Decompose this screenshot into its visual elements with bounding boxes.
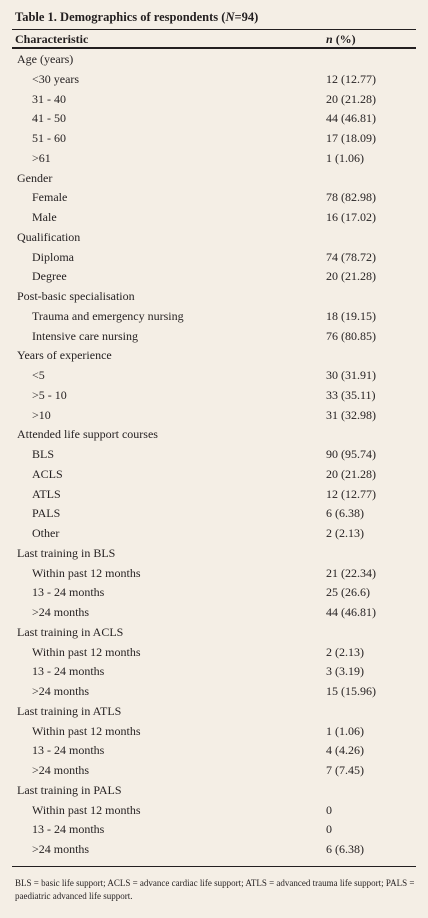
- row-label: Trauma and emergency nursing: [32, 308, 184, 323]
- row-label: >61: [32, 150, 51, 165]
- row-label: ATLS: [32, 486, 61, 501]
- row-label: 51 - 60: [32, 131, 66, 145]
- row-label: >5 - 10: [32, 387, 67, 402]
- row-label: Diploma: [32, 249, 74, 264]
- row-label: >24 months: [32, 763, 90, 777]
- row-value: 16 (17.02): [326, 210, 376, 224]
- row-value: 15 (15.96): [326, 684, 376, 698]
- row-value: 12 (12.77): [326, 486, 376, 501]
- row-label: >10: [32, 407, 51, 422]
- row-value: 12 (12.77): [326, 71, 376, 86]
- row-label: BLS: [32, 447, 55, 461]
- row-value: 3 (3.19): [326, 664, 364, 679]
- row-value: 0: [326, 822, 332, 837]
- row-value: 25 (26.6): [326, 585, 370, 600]
- title-n: N: [225, 10, 235, 24]
- group-label: Age (years): [17, 52, 74, 66]
- row-value: 33 (35.11): [326, 387, 376, 402]
- row-value: 20 (21.28): [326, 269, 376, 284]
- column-header: Characteristic: [15, 32, 89, 46]
- group-label: Last training in PALS: [17, 782, 122, 797]
- row-value: 1 (1.06): [326, 723, 364, 738]
- row-value: 1 (1.06): [326, 150, 364, 165]
- group-label: Qualification: [17, 229, 81, 244]
- group-label: Last training in ATLS: [17, 703, 122, 718]
- row-value: 0: [326, 802, 332, 817]
- row-label: 41 - 50: [32, 111, 66, 126]
- row-value: 31 (32.98): [326, 407, 376, 422]
- row-value: 6 (6.38): [326, 506, 364, 521]
- row-value: 18 (19.15): [326, 308, 376, 323]
- row-value: 44 (46.81): [326, 111, 376, 126]
- row-label: <5: [32, 368, 45, 382]
- row-value: 17 (18.09): [326, 131, 376, 145]
- row-value: 7 (7.45): [326, 763, 364, 777]
- row-label: <30 years: [32, 71, 80, 86]
- footnote: BLS = basic life support; ACLS = advance…: [15, 878, 415, 901]
- group-label: Last training in BLS: [17, 545, 116, 560]
- header-n: n: [326, 32, 333, 46]
- row-label: 13 - 24 months: [32, 743, 105, 758]
- row-value: 20 (21.28): [326, 466, 376, 481]
- row-label: PALS: [32, 506, 61, 521]
- row-label: >24 months: [32, 605, 90, 619]
- column-header: n (%): [326, 31, 356, 47]
- row-value: 90 (95.74): [326, 447, 376, 461]
- table-title: Table 1. Demographics of respondents (N=…: [15, 9, 258, 25]
- row-value: 20 (21.28): [326, 91, 376, 106]
- rule: [12, 47, 416, 49]
- row-value: 4 (4.26): [326, 743, 364, 758]
- row-value: 74 (78.72): [326, 249, 376, 264]
- group-label: Gender: [17, 170, 53, 185]
- row-label: 13 - 24 months: [32, 664, 105, 679]
- row-label: Other: [32, 526, 60, 540]
- group-label: Last training in ACLS: [17, 624, 124, 639]
- row-value: 76 (80.85): [326, 328, 376, 343]
- row-label: Intensive care nursing: [32, 328, 138, 343]
- group-label: Attended life support courses: [17, 427, 158, 442]
- row-label: Within past 12 months: [32, 644, 141, 659]
- row-value: 78 (82.98): [326, 190, 376, 205]
- header-pct: (%): [332, 32, 356, 46]
- row-value: 30 (31.91): [326, 368, 376, 382]
- row-label: Within past 12 months: [32, 565, 141, 580]
- title-text: Table 1. Demographics of respondents (: [15, 10, 226, 24]
- row-value: 21 (22.34): [326, 565, 376, 580]
- title-text: =94): [234, 10, 259, 24]
- row-label: Within past 12 months: [32, 723, 141, 738]
- group-label: Post-basic specialisation: [17, 289, 135, 303]
- row-value: 2 (2.13): [326, 526, 364, 540]
- row-label: Male: [32, 210, 57, 224]
- row-label: Female: [32, 190, 68, 205]
- row-label: Degree: [32, 269, 67, 284]
- row-value: 2 (2.13): [326, 644, 364, 659]
- row-value: 44 (46.81): [326, 605, 376, 619]
- row-label: 13 - 24 months: [32, 585, 105, 600]
- rule: [12, 29, 416, 30]
- row-label: ACLS: [32, 466, 63, 481]
- row-label: 31 - 40: [32, 91, 66, 106]
- group-label: Years of experience: [17, 348, 112, 363]
- row-value: 6 (6.38): [326, 842, 364, 856]
- row-label: >24 months: [32, 684, 90, 698]
- rule: [12, 866, 416, 867]
- row-label: >24 months: [32, 842, 90, 856]
- row-label: 13 - 24 months: [32, 822, 105, 837]
- row-label: Within past 12 months: [32, 802, 141, 817]
